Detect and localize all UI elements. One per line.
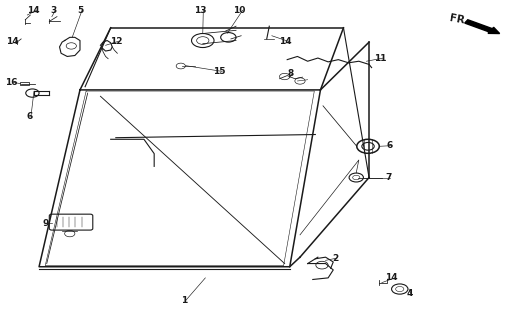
- Text: 1: 1: [181, 296, 187, 305]
- FancyArrow shape: [465, 20, 500, 34]
- Text: 16: 16: [5, 78, 17, 87]
- Text: 14: 14: [6, 37, 18, 46]
- Text: 3: 3: [51, 6, 57, 15]
- Text: 12: 12: [110, 37, 122, 46]
- Text: 9: 9: [43, 219, 49, 228]
- Text: 2: 2: [332, 254, 339, 263]
- Text: 14: 14: [280, 37, 292, 46]
- Text: 11: 11: [374, 53, 387, 62]
- Text: 6: 6: [387, 141, 393, 150]
- Text: 6: 6: [26, 113, 32, 122]
- Text: 14: 14: [27, 6, 40, 15]
- Text: 14: 14: [385, 273, 398, 282]
- Text: 8: 8: [287, 69, 293, 78]
- Text: 10: 10: [233, 6, 246, 15]
- Text: 5: 5: [77, 6, 84, 15]
- Text: 15: 15: [213, 67, 226, 76]
- Text: 7: 7: [385, 173, 392, 182]
- Text: FR.: FR.: [448, 13, 469, 27]
- Text: 13: 13: [194, 6, 207, 15]
- Text: 4: 4: [406, 289, 413, 298]
- Bar: [20, 82, 29, 85]
